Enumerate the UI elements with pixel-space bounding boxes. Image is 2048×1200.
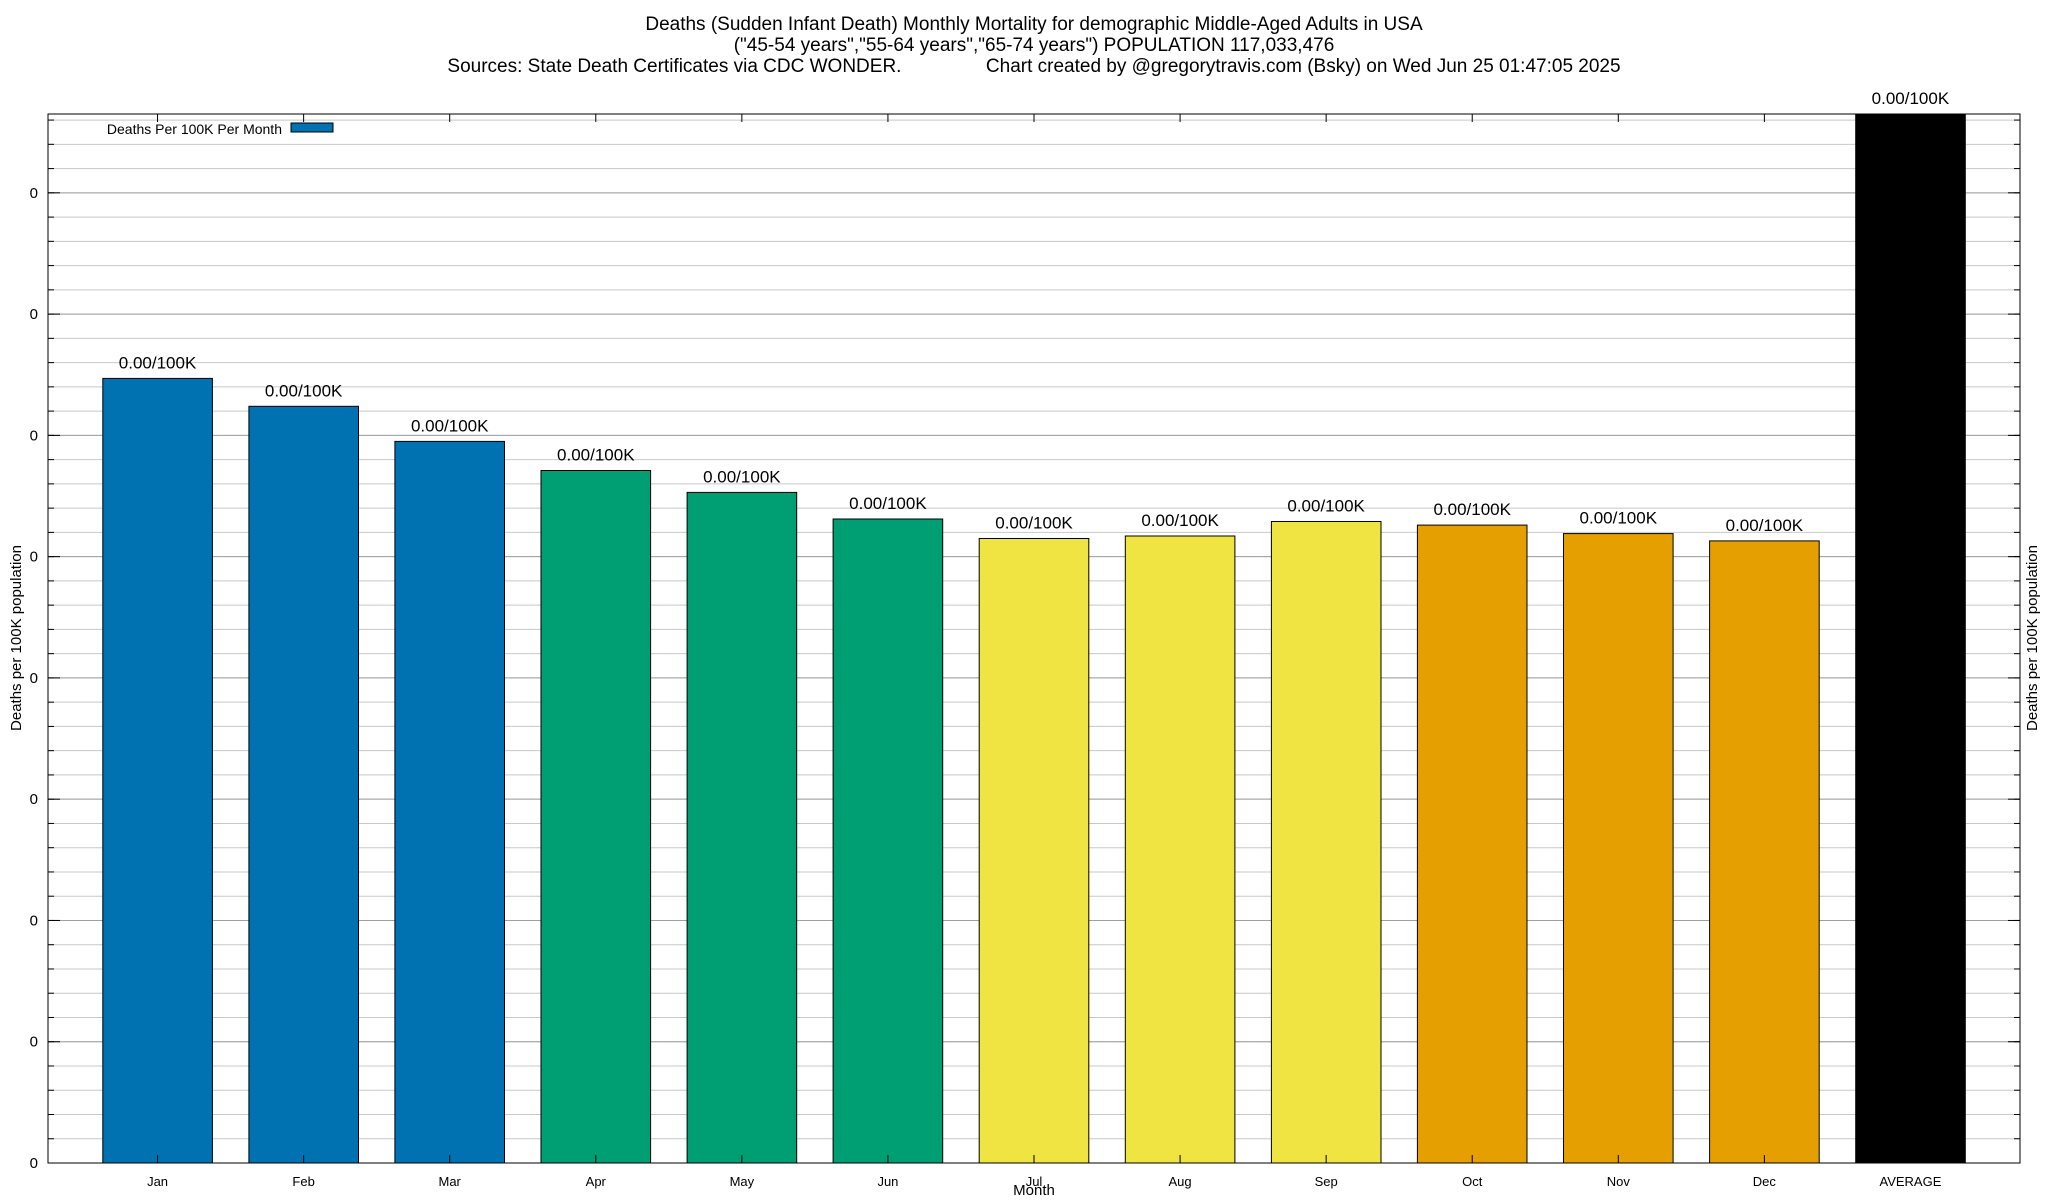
y-tick-label: 0 [30, 427, 38, 444]
bar-dec [1709, 540, 1820, 1164]
bar-jul [978, 538, 1090, 1164]
y-tick-label: 0 [30, 549, 38, 566]
bar-oct [1416, 524, 1528, 1164]
bar-sep [1270, 521, 1382, 1164]
data-label-sep: 0.00/100K [1287, 497, 1365, 516]
x-tick-label-oct: Oct [1462, 1174, 1483, 1189]
legend: Deaths Per 100K Per Month [107, 121, 334, 137]
y-ticks: 0 0 0 0 0 0 0 0 0 [30, 114, 2020, 1172]
y-axis-label-left: Deaths per 100K population [8, 545, 25, 731]
data-label-jan: 0.00/100K [119, 353, 197, 372]
x-tick-label-aug: Aug [1169, 1174, 1192, 1189]
data-label-average: 0.00/100K [1872, 89, 1950, 108]
x-tick-label-jan: Jan [147, 1174, 168, 1189]
bars [102, 113, 1966, 1164]
data-label-mar: 0.00/100K [411, 416, 489, 435]
y-axis-label-right: Deaths per 100K population [2024, 545, 2041, 731]
data-label-aug: 0.00/100K [1141, 511, 1219, 530]
bar-nov [1563, 533, 1674, 1164]
bar-apr [540, 470, 652, 1164]
data-labels: 0.00/100K 0.00/100K 0.00/100K 0.00/100K 0.00… [119, 89, 1950, 535]
bar-jun [832, 518, 944, 1164]
bar-may [686, 491, 798, 1164]
y-tick-label: 0 [30, 912, 38, 929]
data-label-apr: 0.00/100K [557, 446, 635, 465]
legend-swatch [290, 122, 334, 133]
data-label-nov: 0.00/100K [1580, 509, 1658, 528]
bar-mar [394, 440, 505, 1164]
x-tick-label-dec: Dec [1753, 1174, 1777, 1189]
bar-aug [1124, 535, 1236, 1164]
bar-jan [102, 377, 213, 1164]
legend-label: Deaths Per 100K Per Month [107, 121, 282, 137]
chart-title-line-3: Sources: State Death Certificates via CD… [447, 56, 1620, 77]
data-label-dec: 0.00/100K [1726, 516, 1804, 535]
data-label-oct: 0.00/100K [1433, 500, 1511, 519]
y-tick-label: 0 [30, 306, 38, 323]
data-label-feb: 0.00/100K [265, 381, 343, 400]
x-tick-label-jul: Jul [1026, 1174, 1043, 1189]
x-tick-label-average: AVERAGE [1879, 1174, 1941, 1189]
data-label-may: 0.00/100K [703, 467, 781, 486]
x-tick-label-may: May [730, 1174, 755, 1189]
x-tick-label-feb: Feb [292, 1174, 314, 1189]
x-tick-label-jun: Jun [877, 1174, 898, 1189]
x-tick-label-sep: Sep [1315, 1174, 1338, 1189]
x-tick-labels: Jan Feb Mar Apr May Jun Jul Aug Sep Oct Nov Dec AVER… [147, 1174, 1942, 1189]
x-tick-label-nov: Nov [1607, 1174, 1631, 1189]
data-label-jul: 0.00/100K [995, 514, 1073, 533]
x-tick-label-apr: Apr [586, 1174, 607, 1189]
chart-title-line-2: ("45-54 years","55-64 years","65-74 year… [734, 35, 1335, 56]
x-tick-label-mar: Mar [439, 1174, 462, 1189]
y-tick-label: 0 [30, 1155, 38, 1172]
bar-average [1855, 113, 1966, 1164]
y-tick-label: 0 [30, 185, 38, 202]
x-axis-label: Month [1013, 1182, 1055, 1199]
data-label-jun: 0.00/100K [849, 494, 927, 513]
y-tick-label: 0 [30, 791, 38, 808]
y-tick-label: 0 [30, 670, 38, 687]
y-tick-label: 0 [30, 1034, 38, 1051]
chart-title-line-1: Deaths (Sudden Infant Death) Monthly Mor… [645, 14, 1423, 35]
bar-feb [248, 405, 359, 1164]
